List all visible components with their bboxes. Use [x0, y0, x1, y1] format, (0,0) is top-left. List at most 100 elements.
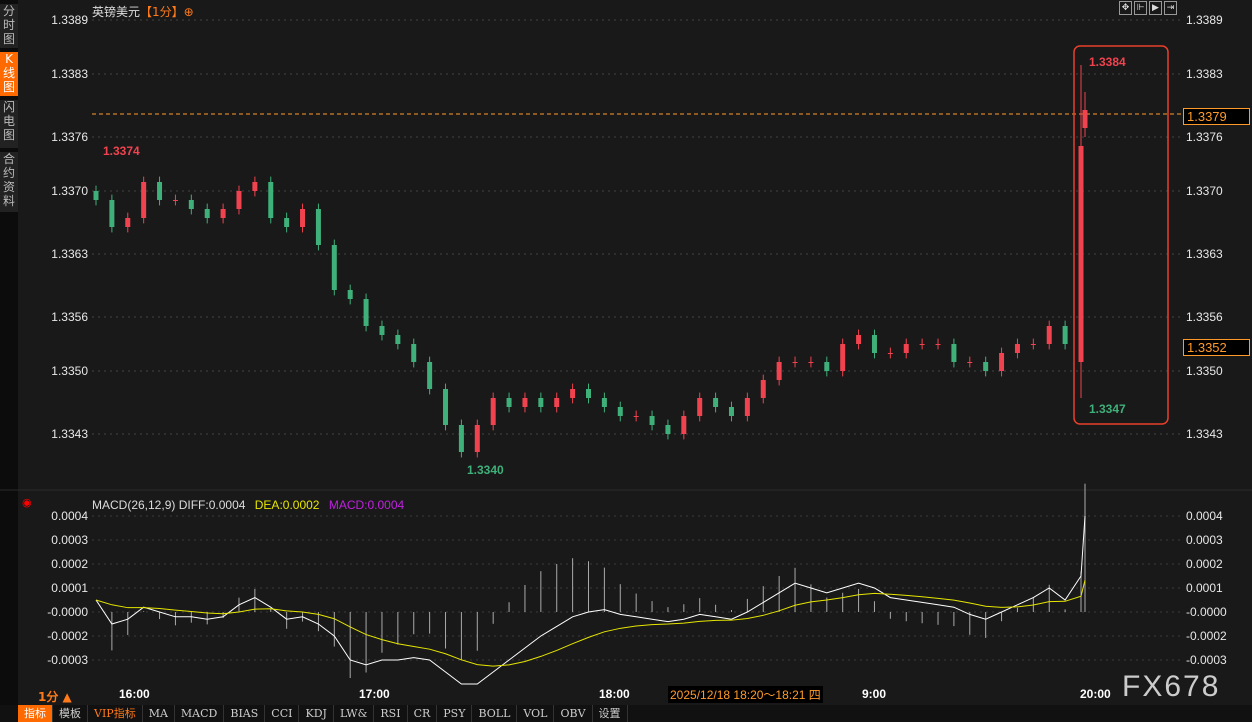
toolbar-item[interactable]: RSI	[374, 705, 408, 722]
price-tick: 1.3356	[51, 310, 88, 324]
fit-left-icon[interactable]: ⊩	[1134, 1, 1147, 15]
candle-body	[300, 209, 306, 227]
macd-tick: 0.0001	[1186, 581, 1223, 595]
macd-tick: -0.0000	[47, 605, 88, 619]
play-icon[interactable]: ▶	[1149, 1, 1162, 15]
candle-body	[570, 389, 576, 398]
macd-tick: -0.0003	[47, 653, 88, 667]
toolbar-item[interactable]: BIAS	[224, 705, 266, 722]
price-tick: 1.3389	[51, 13, 88, 27]
time-tick: 9:00	[862, 687, 887, 701]
candle-body	[188, 200, 194, 209]
candle-body	[967, 362, 973, 363]
price-tick: 1.3370	[51, 184, 88, 198]
candle-body	[617, 407, 623, 416]
period-badge[interactable]: 【1分】	[140, 5, 184, 19]
tab-contract[interactable]: 合约资料	[0, 152, 18, 212]
toolbar-item[interactable]: LW&	[334, 705, 375, 722]
toolbar-item[interactable]: OBV	[554, 705, 593, 722]
tab-kline[interactable]: K线图	[0, 52, 18, 96]
candle-body	[665, 425, 671, 434]
candle-body	[697, 398, 703, 416]
candle-body	[268, 182, 274, 218]
candle-body	[490, 398, 496, 425]
candle-body	[315, 209, 321, 245]
cursor-price-box: 1.3352	[1183, 339, 1250, 356]
macd-tick: 0.0002	[1186, 557, 1223, 571]
toolbar-item[interactable]: KDJ	[299, 705, 334, 722]
indicator-toolbar: 指标 模板 VIP指标 MA MACD BIAS CCI KDJ LW& RSI CR PSY BOLL…	[0, 705, 1252, 722]
macd-tick: -0.0002	[47, 629, 88, 643]
candle-body	[538, 398, 544, 407]
dea-line	[95, 580, 1086, 667]
period-selector[interactable]: 1分 ▲	[38, 690, 72, 704]
crosshair-circle-icon[interactable]: ⊕	[183, 5, 194, 19]
time-tick: 17:00	[359, 687, 390, 701]
candle-body	[808, 362, 814, 363]
time-tick: 18:00	[599, 687, 630, 701]
tab-flash[interactable]: 闪电图	[0, 100, 18, 148]
candle-body	[983, 362, 989, 371]
candle-body	[172, 200, 178, 201]
macd-value: MACD:0.0004	[328, 498, 405, 512]
candle-body	[204, 209, 210, 218]
candle-body	[220, 209, 226, 218]
toolbar-item[interactable]: MA	[143, 705, 175, 722]
candle-body	[93, 191, 99, 200]
candle-body	[760, 380, 766, 398]
toolbar-item[interactable]: 模板	[53, 705, 88, 722]
candle-body	[999, 353, 1005, 371]
candle-body	[141, 182, 147, 218]
candle-body	[363, 299, 369, 326]
high-label: 1.3374	[103, 144, 140, 158]
toolbar-item[interactable]: 指标	[18, 705, 53, 722]
candle-body	[1082, 110, 1088, 128]
candle-body	[840, 344, 846, 371]
toolbar-item[interactable]: MACD	[175, 705, 225, 722]
tab-timeshare[interactable]: 分时图	[0, 4, 18, 48]
macd-tick: 0.0002	[51, 557, 88, 571]
sidebar: 分时图 K线图 闪电图 合约资料	[0, 0, 18, 705]
candle-body	[681, 416, 687, 434]
macd-tick: 0.0004	[51, 509, 88, 523]
toolbar-item[interactable]: CCI	[265, 705, 300, 722]
price-chart[interactable]: 1.3389 1.3389 1.3383 1.3383 1.3376 1.3376 1.33…	[0, 0, 1252, 705]
toolbar-item[interactable]: PSY	[437, 705, 473, 722]
toolbar-item[interactable]: CR	[408, 705, 438, 722]
chart-title: 英镑美元【1分】⊕	[92, 3, 194, 20]
spike-high-label: 1.3384	[1089, 55, 1126, 69]
current-price-box: 1.3379	[1183, 108, 1250, 125]
price-tick: 1.3356	[1186, 310, 1223, 324]
macd-tick: 0.0001	[51, 581, 88, 595]
toolbar-item[interactable]: 设置	[593, 705, 628, 722]
toolbar-item[interactable]: VIP指标	[88, 705, 143, 722]
highlight-box	[1073, 45, 1169, 425]
candle-body	[1030, 344, 1036, 345]
price-tick: 1.3383	[51, 67, 88, 81]
candle-body	[443, 389, 449, 425]
macd-tick: 0.0003	[1186, 533, 1223, 547]
jump-end-icon[interactable]: ⇥	[1164, 1, 1177, 15]
candle-body	[871, 335, 877, 353]
toolbar-item[interactable]: BOLL	[472, 705, 518, 722]
macd-tick: -0.0002	[1186, 629, 1227, 643]
indicator-settings-icon[interactable]: ◉	[22, 496, 32, 509]
candle-body	[1062, 326, 1068, 344]
candle-body	[347, 290, 353, 299]
candle-body	[379, 326, 385, 335]
candle-body	[554, 398, 560, 407]
candle-body	[935, 344, 941, 345]
chart-tools: ✥ ⊩ ▶ ⇥	[1119, 1, 1177, 15]
candle-body	[236, 191, 242, 209]
candle-body	[601, 398, 607, 407]
toolbar-item[interactable]: VOL	[517, 705, 555, 722]
move-icon[interactable]: ✥	[1119, 1, 1132, 15]
watermark-logo: FX678	[1122, 670, 1221, 703]
candle-body	[776, 362, 782, 380]
candle-body	[856, 335, 862, 344]
price-tick: 1.3376	[1186, 130, 1223, 144]
candle-body	[919, 344, 925, 345]
candle-body	[713, 398, 719, 407]
candle-body	[744, 398, 750, 416]
spike-low-label: 1.3347	[1089, 402, 1126, 416]
